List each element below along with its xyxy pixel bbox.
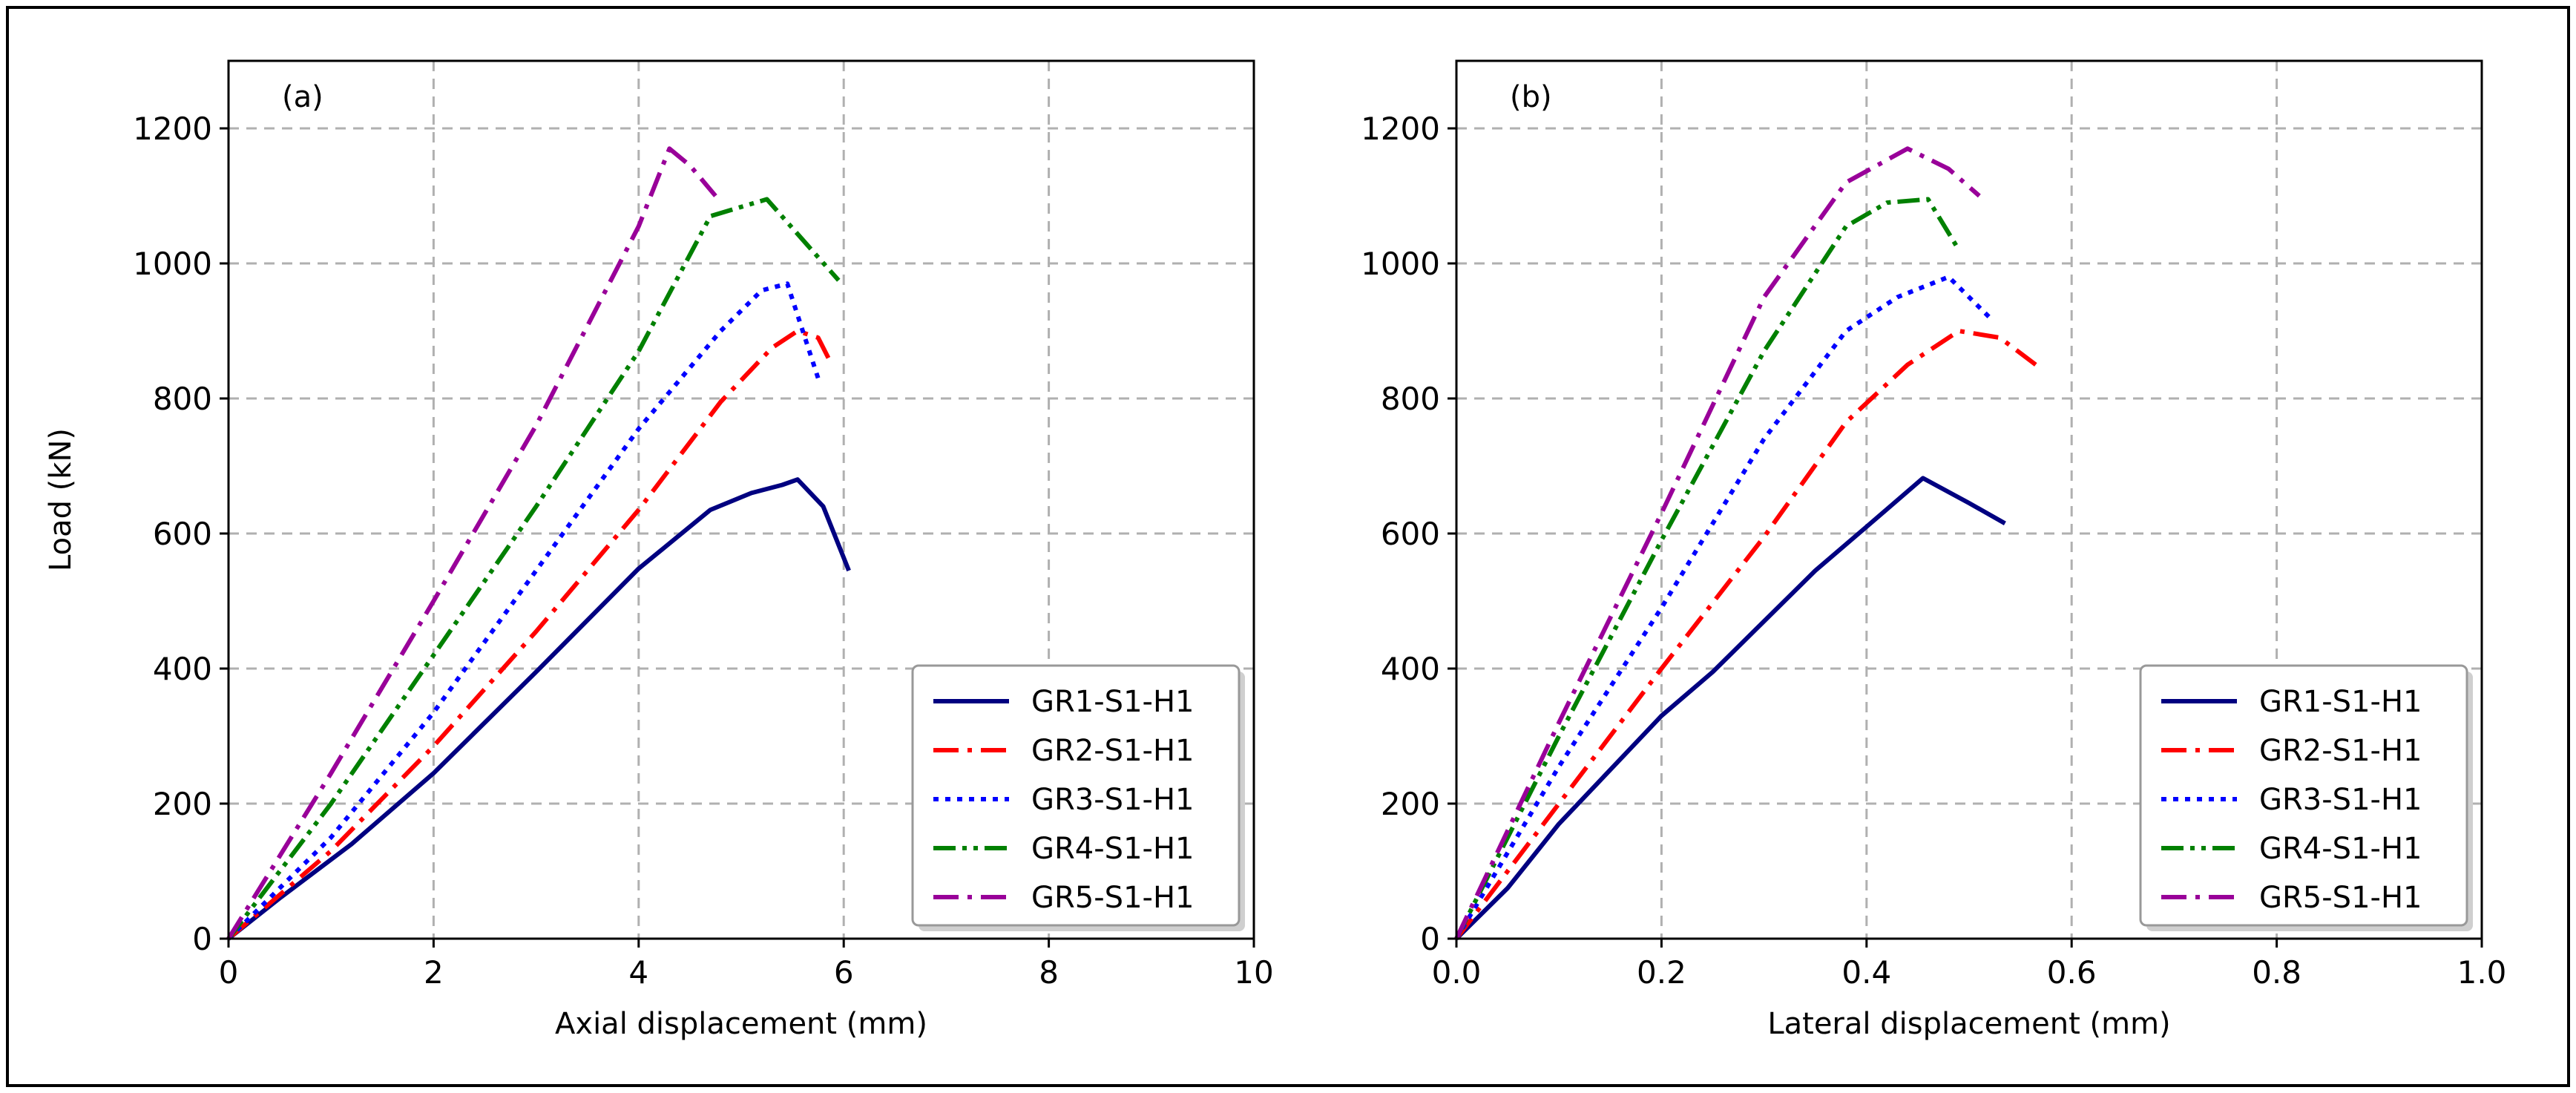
series-line-gr4-s1-h1	[226, 197, 841, 940]
series-line-gr3-s1-h1	[226, 281, 821, 941]
series-line-gr3-s1-h1	[1454, 275, 1991, 940]
axis-ticks: 0.0 0.2 0.4 0.6 0.8 1.0 0 200 400 600 800 1000 1200	[1361, 111, 2506, 991]
y-tick-label: 400	[1381, 651, 1440, 687]
y-tick-label: 400	[153, 651, 212, 687]
y-tick-label: 800	[153, 381, 212, 417]
legend-label: GR4-S1-H1	[1031, 832, 1194, 866]
x-tick-label: 0.2	[1637, 954, 1686, 991]
legend-label: GR3-S1-H1	[1031, 783, 1194, 817]
y-axis-label: Load (kN)	[44, 428, 78, 571]
y-tick-label: 200	[1381, 786, 1440, 822]
x-tick-label: 0.8	[2252, 954, 2301, 991]
x-tick-label: 0	[219, 954, 239, 991]
panel-label: (b)	[1510, 80, 1552, 114]
x-axis-label: Axial displacement (mm)	[555, 1007, 927, 1041]
series-line-gr2-s1-h1	[227, 329, 831, 941]
series-line-gr1-s1-h1	[227, 477, 851, 941]
series-line-gr4-s1-h1	[1454, 197, 1961, 940]
y-tick-label: 1000	[1361, 246, 1440, 282]
x-tick-label: 8	[1039, 954, 1059, 991]
y-tick-label: 200	[153, 786, 212, 822]
legend-label: GR4-S1-H1	[2259, 832, 2422, 866]
series-line-gr1-s1-h1	[1454, 476, 2006, 941]
legend-label: GR2-S1-H1	[1031, 734, 1194, 768]
x-tick-label: 1.0	[2457, 954, 2507, 991]
x-tick-label: 4	[628, 954, 648, 991]
series-layer	[1454, 146, 2037, 941]
y-tick-label: 0	[192, 921, 212, 957]
y-tick-label: 1000	[133, 246, 212, 282]
x-tick-label: 0.4	[1841, 954, 1891, 991]
y-tick-label: 800	[1381, 381, 1440, 417]
series-line-gr5-s1-h1	[1454, 146, 1981, 940]
legend-label: GR3-S1-H1	[2259, 783, 2422, 817]
series-layer	[226, 146, 851, 941]
legend-label: GR1-S1-H1	[2259, 685, 2422, 719]
legend: GR1-S1-H1 GR2-S1-H1 GR3-S1-H1 GR4-S1-H1 GR5-…	[911, 664, 1245, 931]
series-line-gr2-s1-h1	[1454, 329, 2037, 940]
legend-label: GR1-S1-H1	[1031, 685, 1194, 719]
chart-panel-a: 0 2 4 6 8 10 0 200 400 600 800 1000 1200 (a) Axial d…	[44, 59, 1274, 1041]
plot-area-frame	[1455, 59, 2483, 940]
x-axis-label: Lateral displacement (mm)	[1767, 1007, 2170, 1041]
x-tick-label: 0.6	[2047, 954, 2097, 991]
y-tick-label: 1200	[133, 111, 212, 147]
y-tick-label: 1200	[1361, 111, 1440, 147]
x-tick-label: 6	[834, 954, 854, 991]
legend-label: GR2-S1-H1	[2259, 734, 2422, 768]
y-tick-label: 600	[1381, 516, 1440, 552]
panel-label: (a)	[282, 80, 323, 114]
series-line-gr5-s1-h1	[226, 146, 717, 940]
legend-label: GR5-S1-H1	[1031, 881, 1194, 915]
chart-panel-b: 0.0 0.2 0.4 0.6 0.8 1.0020040060080010001200 …	[1361, 59, 2506, 1041]
plot-area-frame	[227, 59, 1255, 940]
y-tick-label: 600	[153, 516, 212, 552]
axis-ticks: 0 2 4 6 8 10 0 200 400 600 800 1000 1200	[133, 111, 1274, 991]
legend: GR1-S1-H1 GR2-S1-H1 GR3-S1-H1 GR4-S1-H1 GR5-…	[2139, 664, 2473, 931]
legend-box	[2139, 664, 2468, 927]
x-tick-label: 10	[1234, 954, 1273, 991]
legend-label: GR5-S1-H1	[2259, 881, 2422, 915]
x-tick-label: 2	[424, 954, 444, 991]
legend-box	[911, 664, 1241, 927]
y-tick-label: 0	[1420, 921, 1440, 957]
x-tick-label: 0.0	[1432, 954, 1482, 991]
